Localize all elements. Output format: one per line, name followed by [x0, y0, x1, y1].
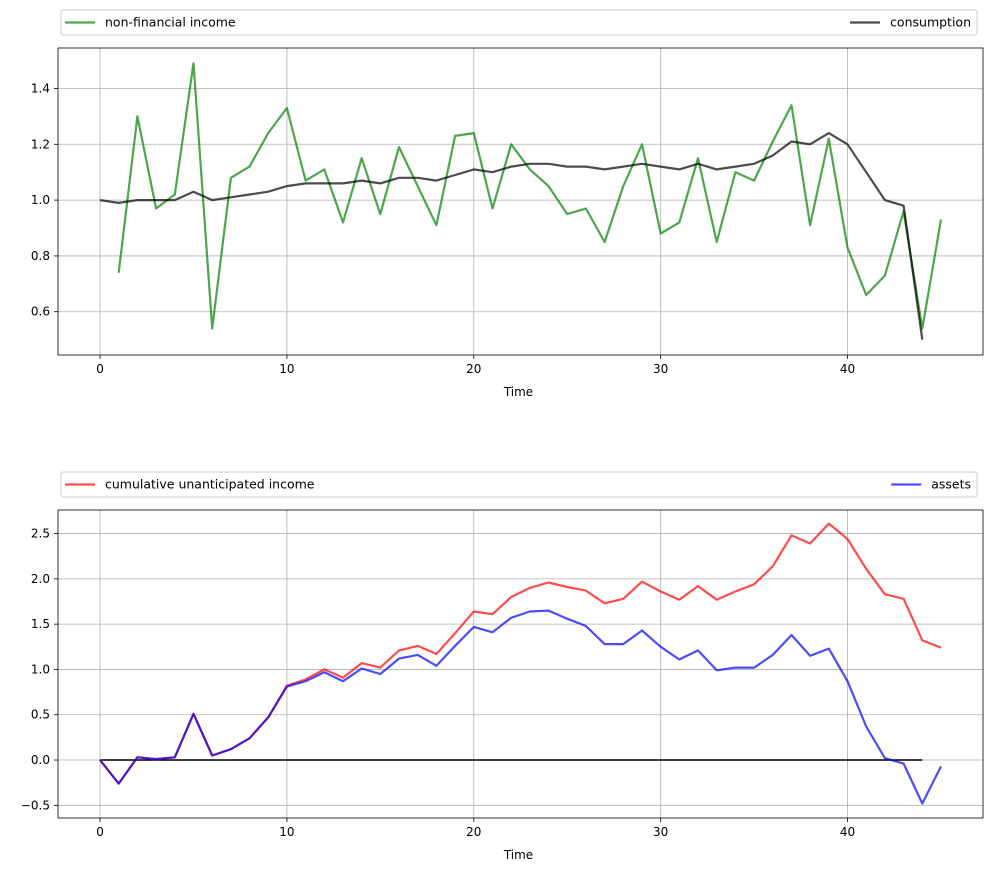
- x-tick-label: 40: [840, 825, 855, 839]
- y-tick-label: 1.0: [31, 662, 50, 676]
- x-tick-label: 30: [653, 362, 668, 376]
- x-tick-label: 40: [840, 362, 855, 376]
- x-tick-label: 10: [279, 362, 294, 376]
- x-tick-label: 0: [96, 825, 104, 839]
- legend: cumulative unanticipated income assets: [60, 471, 978, 498]
- x-tick-label: 20: [466, 825, 481, 839]
- series-line-2: [99, 609, 942, 805]
- y-tick-label: 0.0: [31, 753, 50, 767]
- y-tick-label: 1.5: [31, 617, 50, 631]
- x-tick-label: 20: [466, 362, 481, 376]
- legend-label-2: consumption: [890, 15, 971, 30]
- chart-panel-2: 0 10 20 30 40 −0.5 0.0 0.5 1.0 1.5 2.0 2.5 Time cumul…: [21, 471, 984, 862]
- legend-box: [60, 9, 978, 36]
- chart-panel-1: 0 10 20 30 40 0.6 0.8 1.0 1.2 1.4 Time non-financia…: [31, 9, 984, 399]
- x-tick-label: 10: [279, 825, 294, 839]
- legend-label-2: assets: [931, 477, 971, 492]
- x-axis-label: Time: [503, 385, 533, 399]
- series-line-2: [99, 132, 924, 340]
- y-tick-label: 2.0: [31, 572, 50, 586]
- y-tick-label: 0.6: [31, 305, 50, 319]
- x-tick-label: 30: [653, 825, 668, 839]
- legend-label-1: non-financial income: [105, 15, 236, 30]
- series-line-1: [117, 62, 943, 330]
- y-tick-label: 0.8: [31, 249, 50, 263]
- legend-label-1: cumulative unanticipated income: [105, 477, 315, 492]
- x-axis-label: Time: [503, 848, 533, 862]
- y-tick-label: 1.2: [31, 137, 50, 151]
- y-tick-label: 0.5: [31, 708, 50, 722]
- y-tick-label: 2.5: [31, 527, 50, 541]
- plot-frame: [57, 47, 984, 356]
- y-tick-label: −0.5: [21, 798, 50, 812]
- y-tick-label: 1.0: [31, 193, 50, 207]
- legend-box: [60, 471, 978, 498]
- y-tick-label: 1.4: [31, 81, 50, 95]
- x-tick-label: 0: [96, 362, 104, 376]
- plot-frame: [57, 509, 984, 819]
- legend: non-financial income consumption: [60, 9, 978, 36]
